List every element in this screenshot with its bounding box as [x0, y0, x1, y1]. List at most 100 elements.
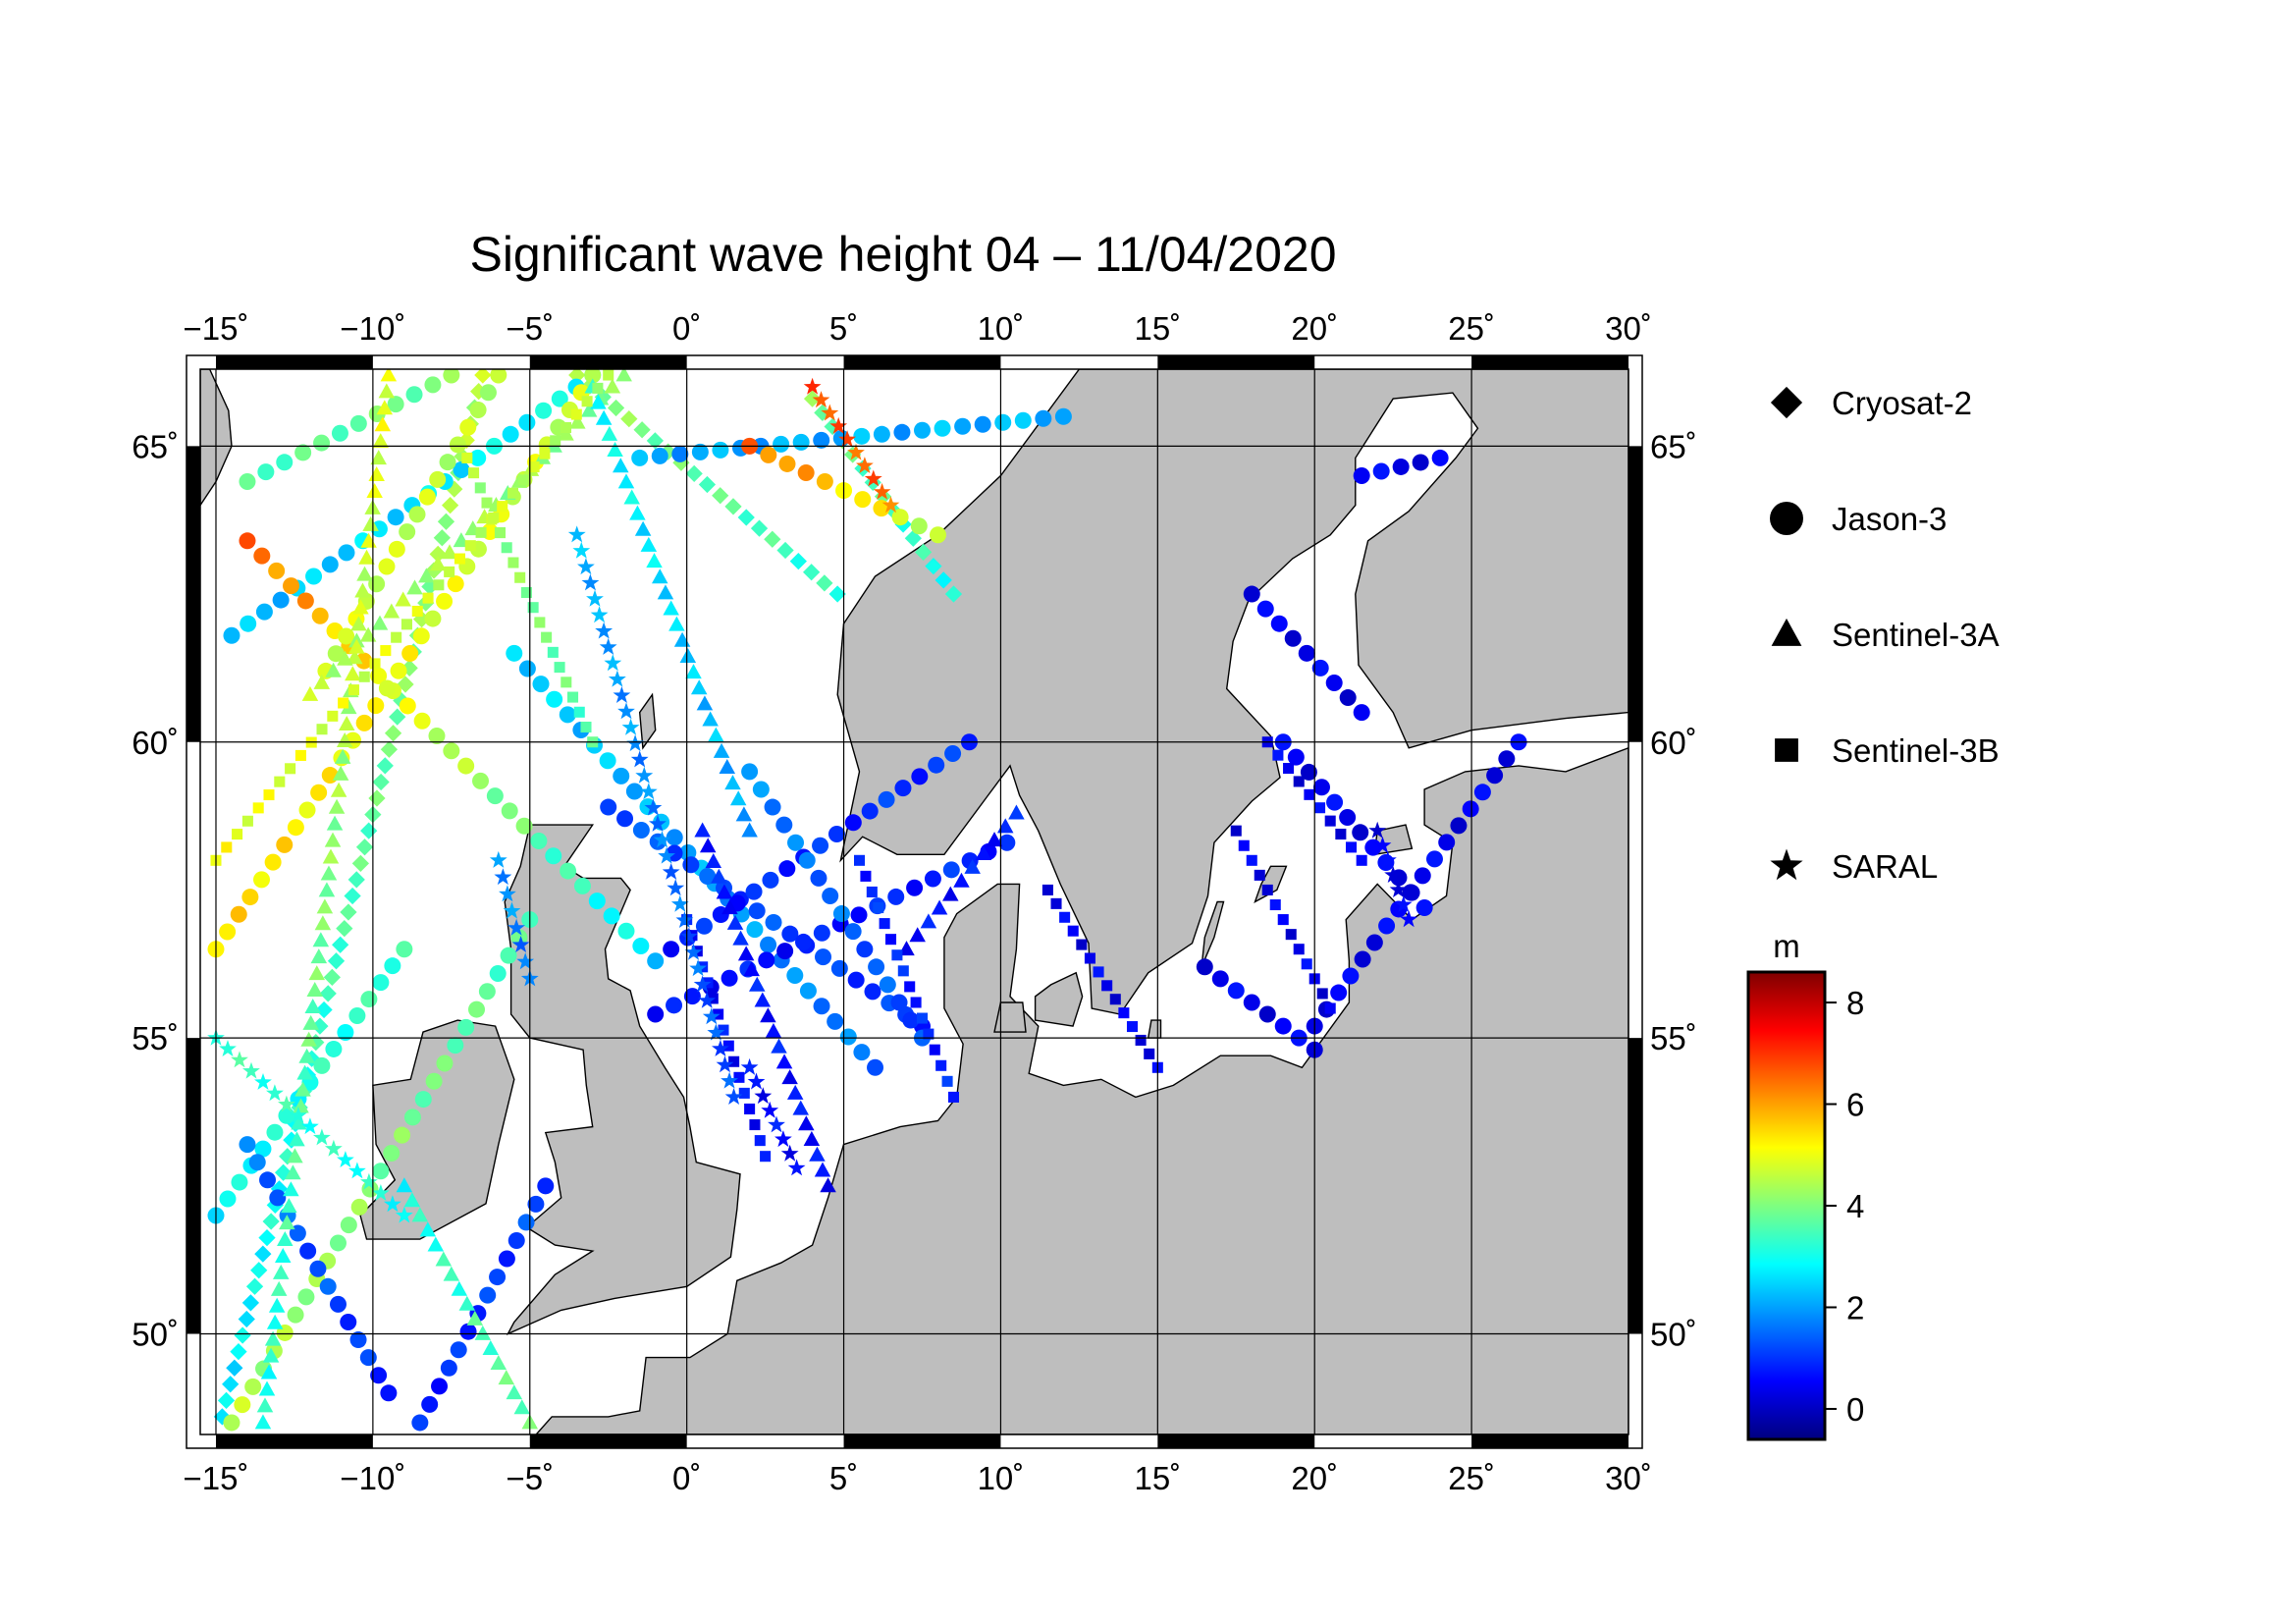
- circle-point: [994, 413, 1012, 431]
- circle-point: [752, 781, 770, 798]
- circle-point: [269, 1189, 287, 1207]
- circle-point: [507, 1231, 525, 1249]
- star-point: [680, 927, 698, 945]
- circle-point: [1438, 834, 1456, 851]
- circle-point: [1196, 958, 1213, 976]
- square-point: [728, 1055, 740, 1067]
- triangle-point: [743, 961, 760, 977]
- triangle-point: [634, 520, 652, 536]
- triangle-point: [352, 599, 369, 615]
- circle-point: [425, 1072, 443, 1090]
- circle-point: [830, 959, 848, 977]
- legend-label: Cryosat-2: [1832, 385, 1972, 421]
- star-point: [881, 496, 900, 514]
- diamond-point: [389, 708, 406, 726]
- star-point: [812, 391, 830, 408]
- circle-point: [272, 591, 290, 609]
- triangle-point: [663, 600, 679, 616]
- triangle-point: [716, 884, 733, 899]
- triangle-point: [735, 806, 753, 822]
- circle-point: [832, 905, 850, 923]
- legend-label: Sentinel-3A: [1832, 617, 2000, 653]
- star-point: [724, 1088, 743, 1105]
- triangle-point: [281, 1198, 297, 1214]
- square-point: [560, 421, 572, 433]
- circle-point: [532, 676, 550, 693]
- circle-point: [479, 1286, 497, 1304]
- circle-point: [588, 893, 606, 910]
- circle-point: [1378, 917, 1396, 935]
- triangle-point: [296, 1064, 313, 1080]
- triangle-point: [378, 383, 396, 399]
- triangle-point: [266, 1314, 284, 1329]
- circle-point: [954, 417, 972, 435]
- circle-point: [584, 369, 602, 384]
- diamond-point: [816, 574, 833, 592]
- circle-point: [359, 1349, 377, 1367]
- star-point: [684, 943, 703, 960]
- triangle-point: [435, 1251, 453, 1267]
- star-point: [630, 750, 649, 768]
- lon-tick-label-top: 20˚: [1291, 310, 1338, 347]
- circle-point: [813, 998, 830, 1015]
- square-point: [1356, 854, 1367, 866]
- diamond-point: [934, 571, 952, 589]
- square-point: [517, 474, 529, 486]
- triangle-point: [705, 852, 722, 868]
- circle-point: [403, 1109, 421, 1126]
- circle-point: [413, 712, 431, 730]
- diamond-point: [925, 558, 942, 575]
- square-point: [916, 1012, 929, 1024]
- lon-tick-label-top: −10˚: [340, 310, 405, 347]
- circle-point: [527, 1195, 545, 1213]
- colorbar-gradient: [1746, 970, 1827, 1441]
- triangle-point: [466, 1310, 484, 1325]
- lon-tick-label-bottom: 25˚: [1448, 1460, 1495, 1496]
- circle-point: [436, 592, 454, 610]
- triangle-point: [696, 695, 714, 711]
- star-point: [740, 1057, 759, 1075]
- circle-point: [439, 454, 456, 471]
- lon-tick-label-bottom: 10˚: [978, 1460, 1025, 1496]
- circle-point: [891, 509, 909, 526]
- circle-point: [440, 1359, 457, 1377]
- star-point: [662, 863, 680, 880]
- triangle-point: [996, 818, 1014, 834]
- circle-point: [1300, 763, 1317, 781]
- triangle-point: [702, 711, 719, 727]
- star-point: [1400, 910, 1418, 928]
- circle-point: [355, 652, 373, 670]
- diamond-point: [332, 936, 349, 953]
- circle-point: [372, 974, 390, 992]
- circle-point: [517, 1214, 535, 1231]
- square-point: [1277, 914, 1289, 926]
- square-point: [494, 527, 506, 539]
- circle-point: [469, 401, 487, 418]
- frame-bar-left: [187, 446, 200, 742]
- circle-point: [429, 470, 447, 488]
- circle-point: [254, 1140, 272, 1158]
- circle-point: [748, 902, 766, 920]
- circle-point: [1403, 884, 1420, 901]
- square-point: [1093, 966, 1104, 978]
- triangle-point: [258, 1380, 276, 1396]
- circle-point: [449, 436, 466, 454]
- star-point: [774, 1130, 792, 1148]
- square-point: [547, 646, 559, 658]
- square-point: [400, 619, 412, 630]
- diamond-point: [245, 1277, 264, 1295]
- square-point: [1293, 944, 1305, 955]
- triangle-point: [380, 369, 398, 382]
- triangle-point: [275, 1247, 292, 1263]
- square-point: [369, 658, 381, 670]
- star-point: [219, 1040, 237, 1056]
- star-point: [395, 1206, 413, 1223]
- triangle-point: [798, 1115, 815, 1131]
- triangle-point: [699, 838, 717, 853]
- circle-point: [1287, 748, 1305, 766]
- triangle-point: [694, 822, 711, 838]
- circle-point: [1365, 934, 1383, 951]
- triangle-point: [304, 998, 321, 1013]
- circle-point: [924, 870, 941, 888]
- star-point: [626, 734, 644, 752]
